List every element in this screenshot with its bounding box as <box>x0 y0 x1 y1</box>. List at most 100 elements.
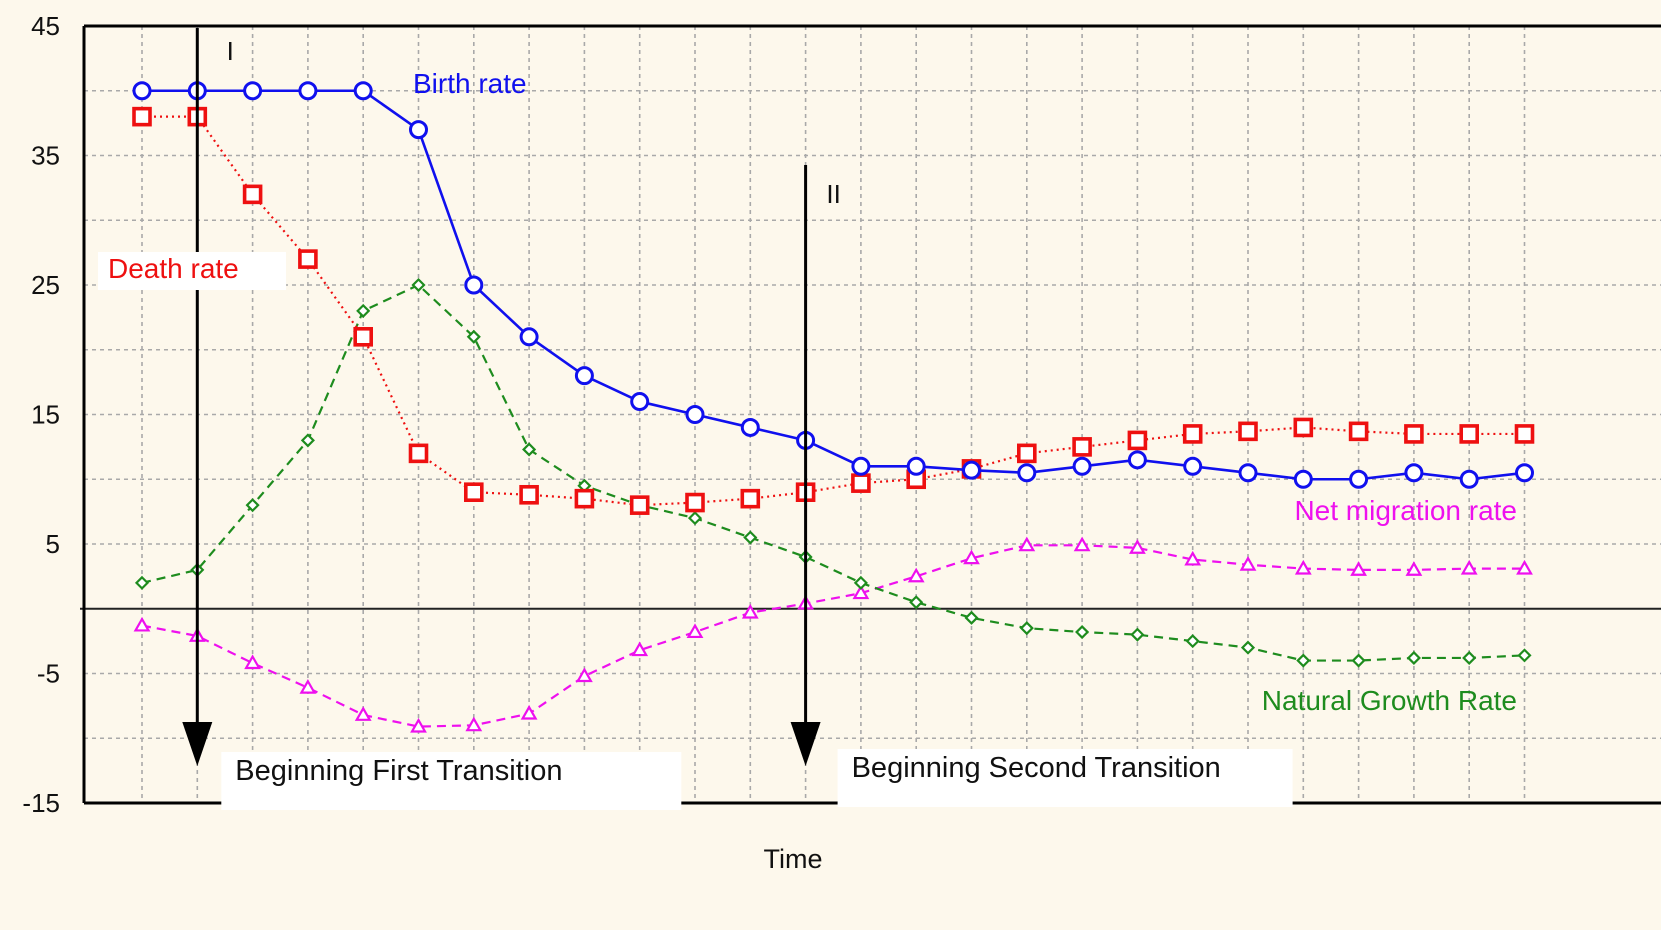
data-point <box>464 275 484 295</box>
data-point <box>1127 450 1147 470</box>
transition-caption: Beginning Second Transition <box>852 752 1221 784</box>
series-labels: Birth rate Death rate Natural Growth Rate N… <box>98 68 1517 716</box>
data-point <box>1462 650 1477 666</box>
data-point <box>1515 463 1534 483</box>
data-point <box>629 495 650 515</box>
data-point <box>132 106 152 127</box>
data-point <box>740 417 760 437</box>
data-point <box>409 120 428 140</box>
data-point <box>522 442 537 457</box>
data-point <box>1130 627 1145 642</box>
data-point <box>576 667 593 683</box>
data-point <box>1129 539 1146 554</box>
data-point <box>519 484 539 505</box>
data-point <box>520 704 538 720</box>
data-point <box>243 81 263 101</box>
data-point <box>354 706 372 721</box>
series-label: Birth rate <box>413 68 527 99</box>
data-point <box>1182 424 1203 444</box>
data-point <box>1127 430 1148 451</box>
data-point <box>410 717 427 733</box>
data-point <box>1016 443 1037 464</box>
data-point <box>1018 536 1036 552</box>
data-point <box>630 392 650 412</box>
data-point <box>574 488 595 509</box>
data-point <box>353 326 374 347</box>
data-point <box>1240 640 1256 655</box>
y-tick-label: -5 <box>37 659 60 689</box>
data-point <box>465 716 483 732</box>
data-point <box>853 575 868 590</box>
data-point <box>1185 634 1200 649</box>
series-line <box>141 544 1525 728</box>
data-point <box>686 623 704 639</box>
series-birth-rate <box>132 81 1534 489</box>
caption-background <box>837 749 1293 807</box>
data-point <box>1294 559 1312 575</box>
data-point <box>1017 463 1037 483</box>
data-point <box>909 595 924 610</box>
data-point <box>298 81 318 101</box>
y-tick-label: 45 <box>31 11 60 41</box>
data-point <box>245 498 260 513</box>
transition-arrow-head <box>790 722 821 766</box>
data-point <box>1296 653 1311 668</box>
data-point <box>408 443 429 464</box>
transition-marker-label: II <box>826 179 840 209</box>
series-label-background <box>98 252 286 290</box>
data-point <box>963 549 980 565</box>
data-point <box>1019 621 1034 636</box>
data-point <box>743 530 758 545</box>
data-point <box>298 249 318 269</box>
data-point <box>463 482 484 503</box>
data-point <box>1072 456 1092 476</box>
series-line <box>141 283 1525 662</box>
data-point <box>242 184 263 205</box>
data-point <box>851 456 871 476</box>
data-point <box>519 327 539 347</box>
data-point <box>1183 456 1203 476</box>
data-point <box>132 81 152 101</box>
data-point <box>299 679 317 694</box>
data-point <box>685 405 705 424</box>
data-point <box>907 567 925 583</box>
series-line <box>142 115 1525 507</box>
y-tick-label: 35 <box>31 141 60 171</box>
data-point <box>1238 463 1258 483</box>
data-point <box>964 610 979 625</box>
data-point <box>685 492 705 513</box>
series-label: Death rate <box>108 253 239 284</box>
series-label: Natural Growth Rate <box>1262 685 1517 716</box>
data-point <box>411 277 426 293</box>
y-tick-label: -15 <box>22 788 60 818</box>
data-point <box>906 456 926 476</box>
data-point <box>1404 424 1424 444</box>
data-point <box>300 433 315 448</box>
data-point <box>631 641 649 657</box>
y-tick-label: 25 <box>31 270 60 300</box>
data-point <box>1514 424 1535 444</box>
data-point <box>852 584 870 600</box>
data-point <box>687 511 703 526</box>
data-point <box>1351 653 1366 668</box>
y-tick-labels: 45 35 25 15 5 -5 -15 <box>22 11 60 818</box>
data-point <box>1075 625 1090 640</box>
data-point <box>851 473 871 493</box>
data-point <box>134 575 150 590</box>
data-point <box>1405 561 1423 576</box>
data-point <box>1348 421 1369 442</box>
series-net-migration-rate <box>133 536 1533 733</box>
data-point <box>1293 469 1313 489</box>
caption-background <box>221 752 682 810</box>
data-point <box>466 329 481 344</box>
data-point <box>244 654 261 670</box>
transition-caption: Beginning First Transition <box>235 755 562 787</box>
data-point <box>353 81 373 101</box>
data-point <box>962 460 981 480</box>
data-point <box>1459 424 1479 444</box>
transition-arrow-head <box>182 722 213 766</box>
data-point <box>741 603 759 619</box>
